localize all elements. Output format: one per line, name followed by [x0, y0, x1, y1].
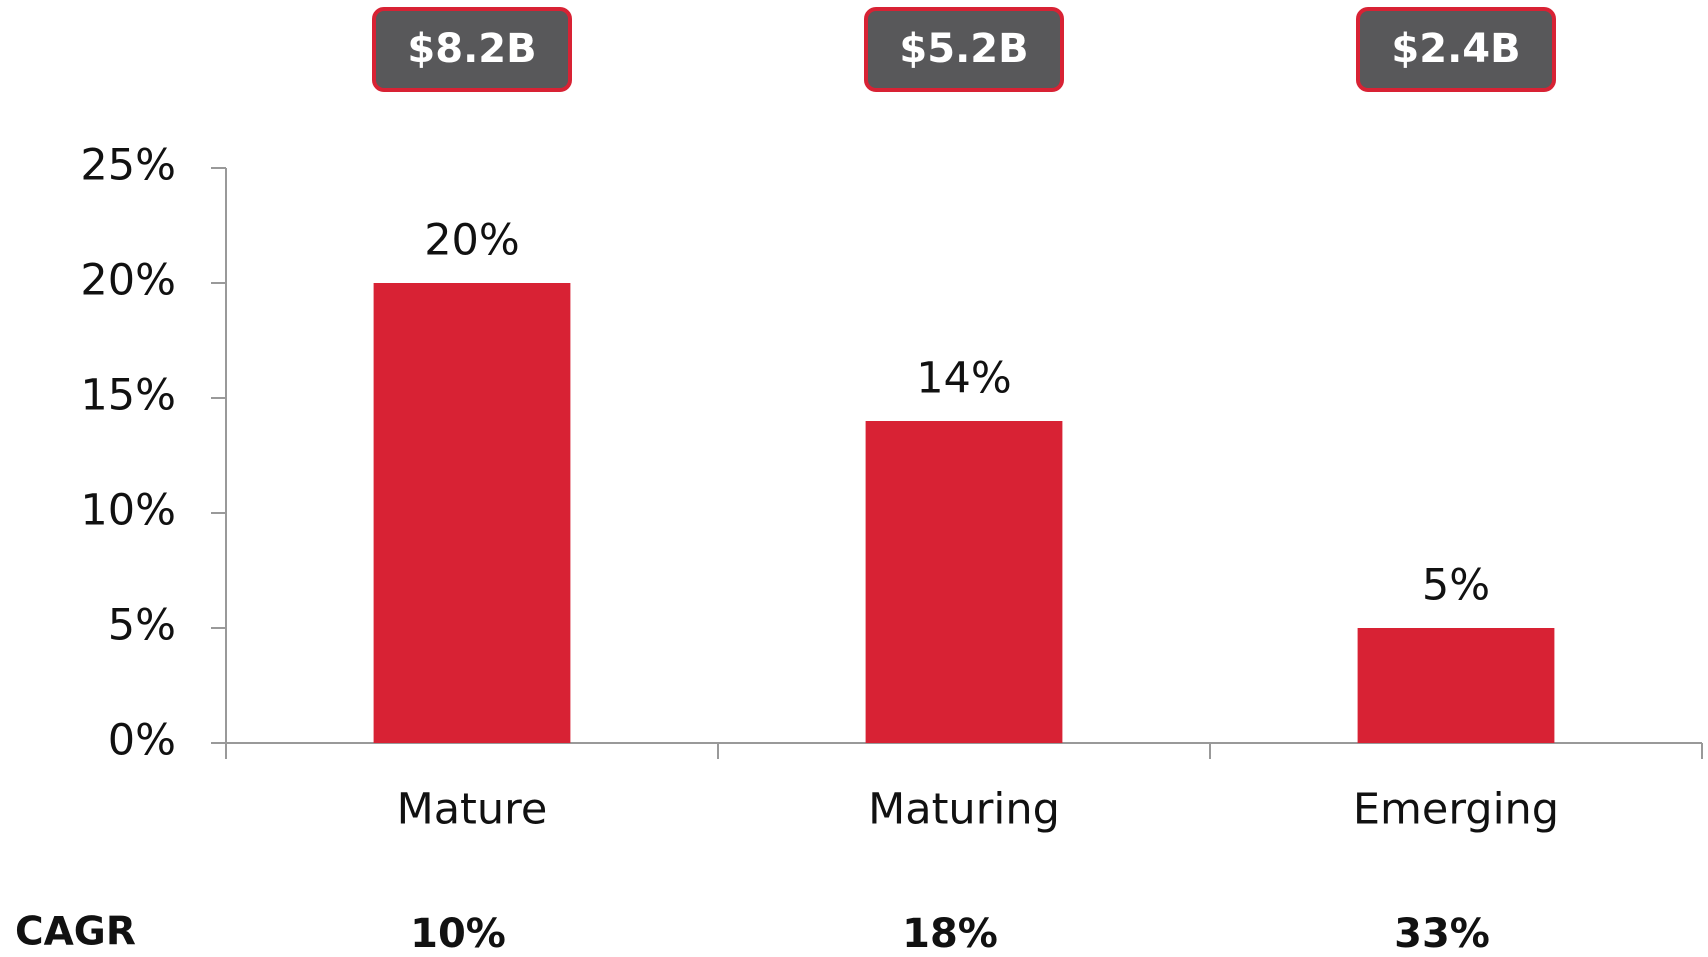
x-tick-label: Maturing [868, 785, 1060, 835]
cagr-label: CAGR [15, 910, 136, 955]
x-tick-label: Mature [397, 785, 548, 835]
y-tick-label: 20% [80, 256, 176, 306]
y-tick-label: 0% [108, 716, 176, 766]
market-size-label: $5.2B [899, 26, 1028, 72]
y-tick-label: 5% [108, 601, 176, 651]
market-size-box [372, 7, 572, 92]
market-size-box [864, 7, 1064, 92]
bar [1357, 628, 1555, 743]
bar [373, 283, 571, 743]
bar [865, 421, 1063, 743]
y-tick-label: 15% [80, 371, 176, 421]
value-label: 14% [916, 354, 1012, 404]
cagr-value: 33% [1394, 911, 1490, 957]
market-size-label: $2.4B [1391, 26, 1520, 72]
value-label: 20% [424, 216, 520, 266]
market-size-label: $8.2B [407, 26, 536, 72]
value-label: 5% [1422, 561, 1490, 611]
y-tick-label: 25% [80, 141, 176, 191]
market-size-box [1356, 7, 1556, 92]
cagr-value: 10% [410, 911, 506, 957]
y-tick-label: 10% [80, 486, 176, 536]
x-tick-label: Emerging [1353, 785, 1559, 835]
cagr-value: 18% [902, 911, 998, 957]
